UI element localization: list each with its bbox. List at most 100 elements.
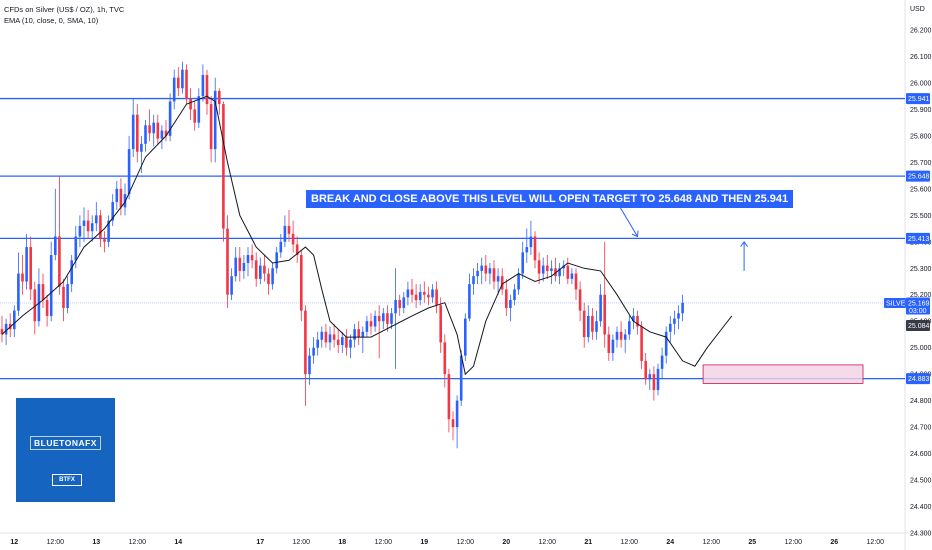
candle-body bbox=[115, 188, 119, 203]
candle-body bbox=[349, 339, 352, 348]
y-tick-label: 25.700 bbox=[910, 160, 932, 167]
candle-body bbox=[550, 268, 553, 271]
candle-body bbox=[259, 265, 262, 279]
candle-body bbox=[669, 323, 672, 332]
candle-body bbox=[119, 188, 123, 208]
y-tick-label: 25.900 bbox=[910, 107, 932, 114]
y-tick-label: 26.100 bbox=[910, 54, 932, 61]
candle-body bbox=[369, 321, 373, 327]
candle-body bbox=[58, 236, 61, 287]
candle-body bbox=[496, 276, 500, 282]
candle-body bbox=[172, 77, 176, 102]
countdown-label: 03:00 bbox=[909, 308, 927, 315]
y-tick-label: 25.800 bbox=[910, 133, 932, 140]
candle-body bbox=[566, 265, 570, 279]
candle-body bbox=[316, 339, 319, 348]
x-tick-label: 12:00 bbox=[867, 539, 885, 546]
candle-body bbox=[439, 305, 442, 343]
candle-body bbox=[570, 273, 574, 279]
candle-body bbox=[332, 334, 336, 340]
candle-body bbox=[341, 337, 344, 346]
logo-badge: BTFX bbox=[52, 474, 82, 486]
price-axis[interactable]: USD 26.200 26.100 26.000 25.900 25.800 25.700 2… bbox=[884, 6, 932, 538]
bluetonafx-logo: BLUETONAFX BTFX bbox=[16, 398, 115, 502]
candle-body bbox=[213, 90, 217, 150]
support-resistance-levels bbox=[0, 97, 905, 380]
candle-body bbox=[529, 236, 533, 248]
candle-body bbox=[628, 321, 631, 335]
candle-body bbox=[168, 101, 172, 136]
candle-body bbox=[431, 289, 434, 298]
annotation-arrows bbox=[616, 201, 749, 271]
candle-body bbox=[357, 329, 360, 338]
y-tick-label: 25.300 bbox=[910, 266, 932, 273]
y-tick-label: 25.500 bbox=[910, 213, 932, 220]
level-price-label: 24.883 bbox=[908, 376, 930, 383]
candle-body bbox=[517, 273, 520, 290]
x-tick-label: 12:00 bbox=[785, 539, 803, 546]
candle-body bbox=[49, 255, 53, 316]
x-tick-label: 12 bbox=[10, 539, 18, 546]
candlestick-series bbox=[0, 61, 684, 449]
y-tick-label: 25.600 bbox=[910, 186, 932, 193]
candle-body bbox=[377, 315, 381, 322]
candle-body bbox=[603, 294, 606, 335]
level-price-tag bbox=[906, 170, 930, 182]
level-price-tag bbox=[906, 93, 930, 105]
candle-body bbox=[464, 318, 467, 356]
candle-body bbox=[263, 265, 266, 274]
x-tick-label: 20 bbox=[502, 539, 510, 546]
candle-body bbox=[74, 236, 78, 261]
x-tick-label: 13 bbox=[92, 539, 100, 546]
candle-body bbox=[185, 69, 188, 99]
candle-body bbox=[423, 292, 426, 295]
ema-path bbox=[1, 95, 733, 376]
legend-indicator[interactable]: EMA (10, close, 0, SMA, 10) bbox=[4, 16, 99, 25]
candle-body bbox=[300, 255, 303, 311]
candle-body bbox=[541, 265, 545, 274]
candle-body bbox=[656, 368, 660, 391]
y-tick-label: 24.800 bbox=[910, 398, 932, 405]
candle-body bbox=[587, 315, 590, 338]
candle-body bbox=[595, 321, 598, 332]
candle-body bbox=[140, 143, 143, 152]
candle-body bbox=[95, 215, 98, 224]
candle-body bbox=[218, 90, 221, 105]
x-tick-label: 17 bbox=[256, 539, 264, 546]
candle-body bbox=[611, 339, 615, 353]
candle-body bbox=[4, 323, 8, 335]
arrow-head bbox=[631, 230, 639, 238]
candle-body bbox=[472, 276, 475, 285]
x-tick-label: 12:00 bbox=[375, 539, 393, 546]
level-price-tag bbox=[906, 232, 930, 244]
candle-body bbox=[574, 273, 578, 290]
candle-body bbox=[435, 289, 438, 306]
candle-body bbox=[193, 109, 196, 123]
candle-body bbox=[320, 331, 324, 340]
candle-body bbox=[648, 374, 652, 380]
candle-body bbox=[455, 400, 459, 428]
y-tick-label: 24.400 bbox=[910, 504, 932, 511]
time-axis[interactable]: 12 12:00 13 12:00 14 17 12:00 18 12:00 19 12:00 20 1… bbox=[10, 539, 884, 546]
candle-body bbox=[361, 331, 365, 338]
candle-body bbox=[62, 286, 65, 308]
candle-body bbox=[33, 289, 37, 322]
candle-body bbox=[546, 265, 549, 271]
candle-body bbox=[295, 244, 299, 256]
candle-body bbox=[279, 241, 283, 253]
candle-body bbox=[500, 276, 504, 290]
candle-body bbox=[99, 215, 102, 240]
candle-body bbox=[632, 315, 635, 322]
candle-body bbox=[443, 342, 447, 375]
x-tick-label: 12:00 bbox=[621, 539, 639, 546]
candle-body bbox=[230, 276, 233, 295]
demand-zone-rect bbox=[702, 364, 864, 384]
candle-body bbox=[336, 339, 340, 346]
candle-body bbox=[373, 315, 377, 327]
candle-body bbox=[66, 284, 69, 308]
candle-body bbox=[451, 419, 455, 428]
candle-body bbox=[181, 69, 184, 89]
